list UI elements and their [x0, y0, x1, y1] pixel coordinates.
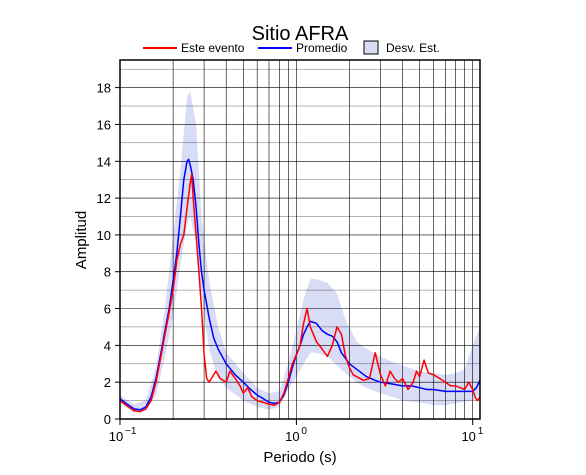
- plot-frame: [119, 59, 481, 420]
- y-tick-label: 0: [104, 412, 111, 427]
- x-axis-title: Periodo (s): [263, 449, 336, 466]
- x-tick-exponent: 1: [478, 426, 484, 437]
- y-tick-label: 6: [104, 302, 111, 317]
- x-tick-label: 10: [461, 429, 475, 444]
- y-tick-label: 4: [104, 338, 111, 353]
- series-line-este-evento: [119, 173, 481, 413]
- legend-label-desv-est: Desv. Est.: [386, 41, 440, 55]
- series-layer: [119, 158, 481, 413]
- x-tick-label: 10: [285, 429, 299, 444]
- series-line-promedio: [119, 158, 481, 411]
- chart-title: Sitio AFRA: [252, 23, 349, 45]
- y-tick-label: 16: [97, 117, 111, 132]
- x-tick-exponent: 0: [301, 426, 307, 437]
- y-tick-label: 2: [104, 375, 111, 390]
- x-tick-label: 10: [109, 429, 123, 444]
- legend-label-promedio: Promedio: [296, 41, 348, 55]
- y-tick-label: 10: [97, 228, 111, 243]
- std-band-layer: [120, 91, 480, 413]
- y-tick-label: 12: [97, 191, 111, 206]
- y-tick-label: 14: [97, 154, 111, 169]
- y-tick-label: 18: [97, 81, 111, 96]
- legend-label-este-evento: Este evento: [181, 41, 245, 55]
- std-band: [120, 91, 480, 413]
- legend-swatch-desv-est: [363, 40, 379, 55]
- y-axis-title: Amplitud: [73, 211, 90, 269]
- y-tick-label: 8: [104, 265, 111, 280]
- legend: Este evento Promedio Desv. Est.: [143, 40, 440, 55]
- x-tick-exponent: −1: [125, 426, 137, 437]
